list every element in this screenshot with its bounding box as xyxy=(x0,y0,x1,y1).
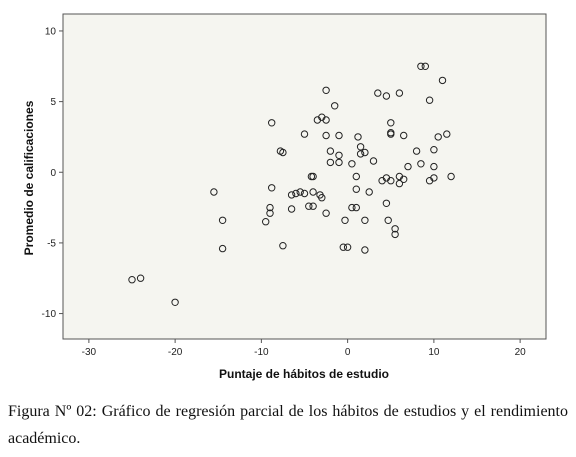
scatter-point xyxy=(335,131,343,140)
scatter-point xyxy=(384,216,392,225)
y-axis-label: Promedio de calificaciones xyxy=(22,100,36,255)
partial-regression-scatter-chart: 10 5 0 -5 -10 -30 -20 -10 0 10 20 Puntaje de hábi… xyxy=(22,13,547,381)
scatter-point xyxy=(365,188,373,196)
scatter-point xyxy=(300,130,309,138)
scatter-point xyxy=(307,172,316,181)
scatter-point xyxy=(382,199,391,208)
scatter-point xyxy=(430,146,438,154)
scatter-point xyxy=(387,177,395,185)
x-tick-label: -10 xyxy=(254,347,269,358)
scatter-point xyxy=(279,242,287,250)
x-tick-label: -30 xyxy=(82,347,97,358)
scatter-point xyxy=(300,189,309,198)
scatter-point xyxy=(322,116,330,124)
scatter-point xyxy=(434,133,442,141)
x-tick-label: 20 xyxy=(515,347,527,358)
scatter-point xyxy=(296,188,304,196)
scatter-point xyxy=(335,151,343,160)
y-tick-label: 5 xyxy=(50,97,56,108)
scatter-point xyxy=(425,96,434,104)
scatter-point xyxy=(430,174,438,182)
scatter-point xyxy=(218,244,227,253)
scatter-point xyxy=(352,203,360,212)
data-points xyxy=(128,62,455,306)
scatter-point xyxy=(395,179,404,188)
scatter-point xyxy=(268,119,276,127)
scatter-point xyxy=(447,172,455,181)
scatter-point xyxy=(309,202,317,210)
y-tick-label: 0 xyxy=(50,168,56,179)
y-tick-label: 10 xyxy=(45,26,57,37)
scatter-point xyxy=(343,243,352,251)
scatter-point xyxy=(417,62,425,71)
y-axis-ticks: 10 5 0 -5 -10 xyxy=(42,26,63,320)
scatter-point xyxy=(417,160,425,168)
scatter-point xyxy=(309,188,317,196)
scatter-point xyxy=(262,218,270,226)
scatter-point xyxy=(374,89,382,97)
scatter-point xyxy=(391,230,399,239)
scatter-point xyxy=(171,298,179,306)
figure-caption: Figura Nº 02: Gráfico de regresión parci… xyxy=(8,403,568,447)
scatter-point xyxy=(369,157,378,165)
scatter-point xyxy=(210,188,218,196)
scatter-point xyxy=(322,131,330,140)
scatter-point xyxy=(395,89,404,97)
scatter-point xyxy=(421,62,429,71)
scatter-point xyxy=(400,131,408,140)
plot-area xyxy=(62,13,547,340)
scatter-point xyxy=(318,194,326,202)
scatter-point xyxy=(268,184,276,192)
scatter-point xyxy=(361,148,369,157)
scatter-point xyxy=(443,130,451,138)
scatter-point xyxy=(305,202,313,210)
x-tick-label: 0 xyxy=(345,347,351,358)
scatter-point xyxy=(361,246,369,254)
scatter-point xyxy=(356,150,365,158)
scatter-point xyxy=(400,175,408,184)
y-tick-label: -5 xyxy=(47,238,56,249)
scatter-point xyxy=(287,205,296,213)
scatter-point xyxy=(352,172,360,181)
scatter-point xyxy=(322,86,330,95)
scatter-point xyxy=(387,119,395,127)
scatter-point xyxy=(279,148,287,157)
scatter-point xyxy=(218,216,227,225)
scatter-point xyxy=(128,276,136,284)
scatter-point xyxy=(136,274,145,282)
scatter-point xyxy=(391,225,399,233)
scatter-point xyxy=(438,76,447,85)
scatter-point xyxy=(382,92,391,100)
x-axis-ticks: -30 -20 -10 0 10 20 xyxy=(82,339,526,358)
scatter-point xyxy=(266,209,274,217)
scatter-point xyxy=(266,203,274,212)
scatter-point xyxy=(322,209,330,217)
x-tick-label: -20 xyxy=(168,347,183,358)
scatter-point xyxy=(404,162,412,171)
scatter-point xyxy=(335,158,343,167)
scatter-point xyxy=(292,189,300,198)
x-axis-label: Puntaje de hábitos de estudio xyxy=(219,367,389,381)
scatter-point xyxy=(430,162,438,171)
x-tick-label: 10 xyxy=(428,347,440,358)
scatter-point xyxy=(326,147,335,155)
scatter-point xyxy=(387,130,395,138)
scatter-point xyxy=(412,147,421,155)
scatter-point xyxy=(348,203,356,212)
scatter-point xyxy=(356,143,365,151)
scatter-point xyxy=(354,133,362,141)
scatter-point xyxy=(352,185,360,193)
y-tick-label: -10 xyxy=(42,309,57,320)
scatter-point xyxy=(331,102,339,110)
scatter-point xyxy=(361,216,369,225)
scatter-point xyxy=(326,158,335,167)
scatter-point xyxy=(287,191,296,199)
scatter-point xyxy=(348,160,356,168)
scatter-point xyxy=(339,243,347,251)
scatter-point xyxy=(341,216,349,225)
